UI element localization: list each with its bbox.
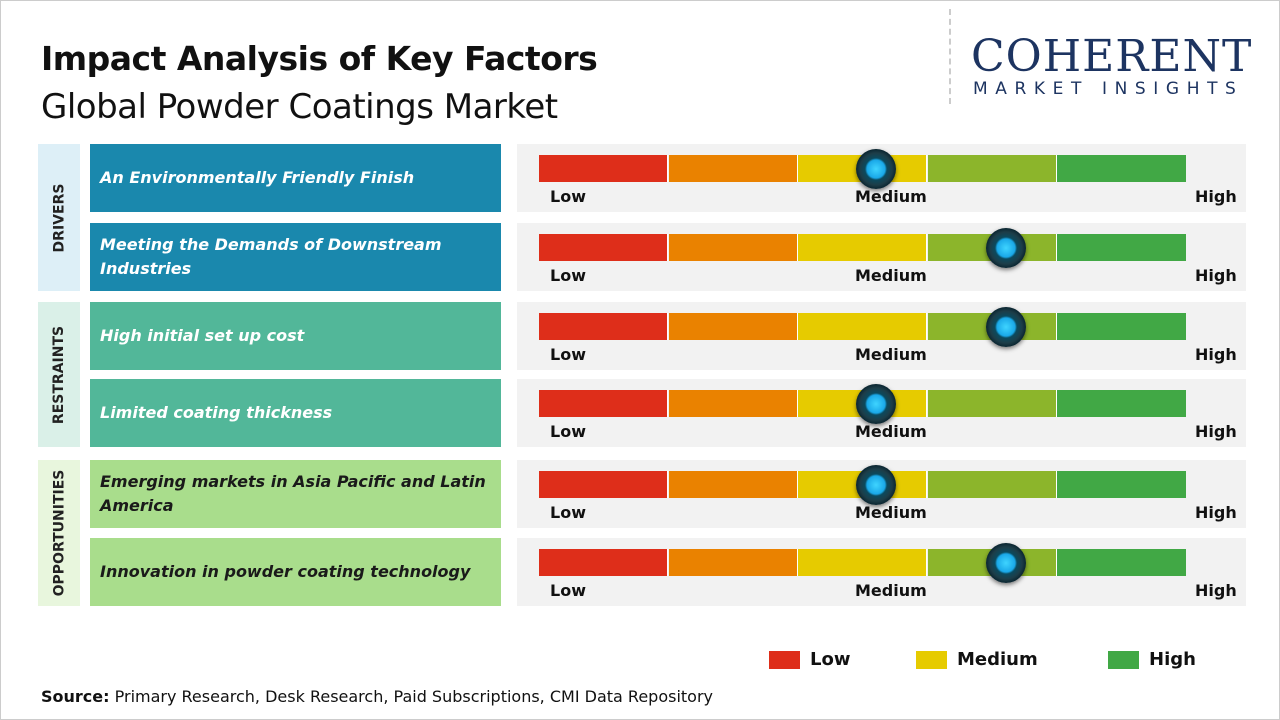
scale-label: Low [550,503,586,522]
impact-marker-icon [985,543,1026,583]
gauge-segment [539,313,668,340]
factor-label: Meeting the Demands of Downstream Indust… [90,223,501,291]
scale-label: High [1195,266,1237,285]
gauge-segment [668,549,798,576]
impact-marker-icon [855,149,896,189]
gauge-segment [927,390,1057,417]
impact-marker-icon [855,384,896,424]
category-drivers: DRIVERS [38,144,80,291]
scale-label: Medium [855,345,927,364]
category-label: RESTRAINTS [51,325,67,424]
gauge-segment [1057,390,1187,417]
gauge-segment [668,313,798,340]
factor-label: High initial set up cost [90,302,501,370]
legend-swatch [769,650,800,669]
category-opportunities: OPPORTUNITIES [38,460,80,606]
scale-label: Low [550,581,586,600]
impact-gauge: Low Medium High [517,302,1246,370]
scale-label: Low [550,187,586,206]
scale-label: High [1195,422,1237,441]
gauge-segment [668,471,798,498]
impact-gauge: Low Medium High [517,460,1246,528]
gauge-segment [539,471,668,498]
category-restraints: RESTRAINTS [38,302,80,447]
gauge-segment [1057,549,1187,576]
legend-swatch [916,650,947,669]
scale-label: High [1195,581,1237,600]
legend-item: Low [769,649,850,670]
gauge-segment [539,234,668,261]
gauge-segment [927,155,1057,182]
logo: COHERENT MARKET INSIGHTS [949,9,1269,104]
gauge-segment [539,390,668,417]
gauge-segment [1057,155,1187,182]
impact-gauge: Low Medium High [517,144,1246,212]
scale-label: High [1195,187,1237,206]
source-label: Source: [41,687,110,706]
page-title: Impact Analysis of Key Factors [41,39,598,78]
source-note: Source: Primary Research, Desk Research,… [41,687,713,706]
impact-gauge: Low Medium High [517,379,1246,447]
gauge-segment [798,313,928,340]
gauge-segment [668,390,798,417]
gauge-segment [668,155,798,182]
impact-gauge: Low Medium High [517,538,1246,606]
gauge-segment [798,234,928,261]
factor-label: Emerging markets in Asia Pacific and Lat… [90,460,501,528]
legend-item: High [1108,649,1196,670]
logo-name: COHERENT [971,31,1253,82]
scale-label: Low [550,345,586,364]
factor-label: Limited coating thickness [90,379,501,447]
category-label: DRIVERS [51,183,67,252]
legend-label: Medium [957,649,1038,670]
scale-label: Medium [855,422,927,441]
gauge-segment [798,549,928,576]
scale-label: Medium [855,266,927,285]
legend-swatch [1108,650,1139,669]
gauge-segment [668,234,798,261]
scale-label: Medium [855,187,927,206]
impact-marker-icon [985,307,1026,347]
legend-item: Medium [916,649,1038,670]
gauge-segment [1057,471,1187,498]
scale-label: High [1195,503,1237,522]
legend-label: High [1149,649,1196,670]
gauge-segment [1057,234,1187,261]
factor-label: An Environmentally Friendly Finish [90,144,501,212]
scale-label: Medium [855,581,927,600]
gauge-segment [539,155,668,182]
logo-tagline: MARKET INSIGHTS [973,79,1244,99]
scale-label: High [1195,345,1237,364]
gauge-segment [1057,313,1187,340]
page-subtitle: Global Powder Coatings Market [41,87,558,127]
impact-marker-icon [985,228,1026,268]
source-text: Primary Research, Desk Research, Paid Su… [109,687,713,706]
gauge-segment [539,549,668,576]
gauge-segment [927,471,1057,498]
factor-label: Innovation in powder coating technology [90,538,501,606]
impact-gauge: Low Medium High [517,223,1246,291]
scale-label: Medium [855,503,927,522]
impact-marker-icon [855,465,896,505]
scale-label: Low [550,422,586,441]
legend-label: Low [810,649,851,670]
scale-label: Low [550,266,586,285]
category-label: OPPORTUNITIES [51,469,68,597]
